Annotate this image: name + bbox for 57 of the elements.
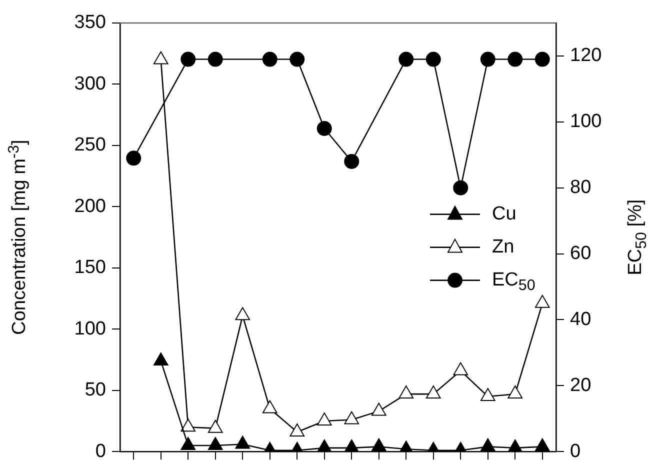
y2-tick-label: 60 [570, 243, 592, 264]
point [180, 436, 196, 450]
point [126, 150, 142, 166]
y2-tick-label: 0 [570, 440, 581, 462]
point [208, 420, 223, 433]
point [508, 52, 523, 67]
point [153, 352, 168, 366]
point [208, 436, 223, 450]
point [153, 51, 168, 64]
point [316, 121, 332, 136]
point [262, 400, 278, 414]
point [344, 439, 360, 452]
y2-axis-title: EC50 [%] [625, 199, 650, 276]
point [534, 294, 550, 308]
y-tick-label: 50 [84, 380, 106, 401]
point [344, 154, 360, 169]
point [480, 438, 496, 452]
point [344, 411, 360, 424]
point [180, 418, 196, 432]
point [534, 52, 550, 67]
point [371, 438, 386, 452]
y-tick-label: 350 [74, 12, 106, 34]
y-tick-label: 0 [95, 440, 106, 462]
y-tick-label: 150 [74, 257, 106, 278]
y-tick-label: 300 [74, 73, 106, 94]
y2-tick-label: 40 [570, 308, 592, 330]
point [262, 52, 278, 67]
point [534, 438, 550, 452]
point [426, 386, 441, 399]
point [480, 52, 496, 67]
y-tick-label: 200 [74, 196, 106, 217]
point [480, 388, 496, 401]
y2-tick-label: 80 [570, 177, 592, 198]
point [398, 386, 414, 399]
point [316, 412, 332, 426]
legend-label: Zn [492, 236, 514, 258]
point [398, 52, 414, 67]
y2-tick-label: 100 [570, 111, 602, 132]
point [508, 439, 523, 452]
y-tick-label: 100 [74, 318, 106, 340]
point [180, 52, 196, 67]
point [235, 436, 250, 449]
y-axis-title: Concentration [mg m-3] [5, 140, 30, 335]
y-tick-label: 250 [74, 134, 106, 156]
y2-tick-label: 20 [570, 374, 592, 396]
point [290, 424, 305, 437]
point [453, 180, 468, 196]
y2-tick-label: 120 [570, 45, 602, 66]
legend-label: Cu [492, 204, 516, 225]
point [316, 439, 332, 452]
point [235, 307, 250, 320]
point [508, 386, 523, 399]
point [453, 362, 468, 376]
point [371, 402, 386, 416]
point [208, 52, 223, 67]
point [426, 52, 441, 67]
point [290, 52, 305, 67]
